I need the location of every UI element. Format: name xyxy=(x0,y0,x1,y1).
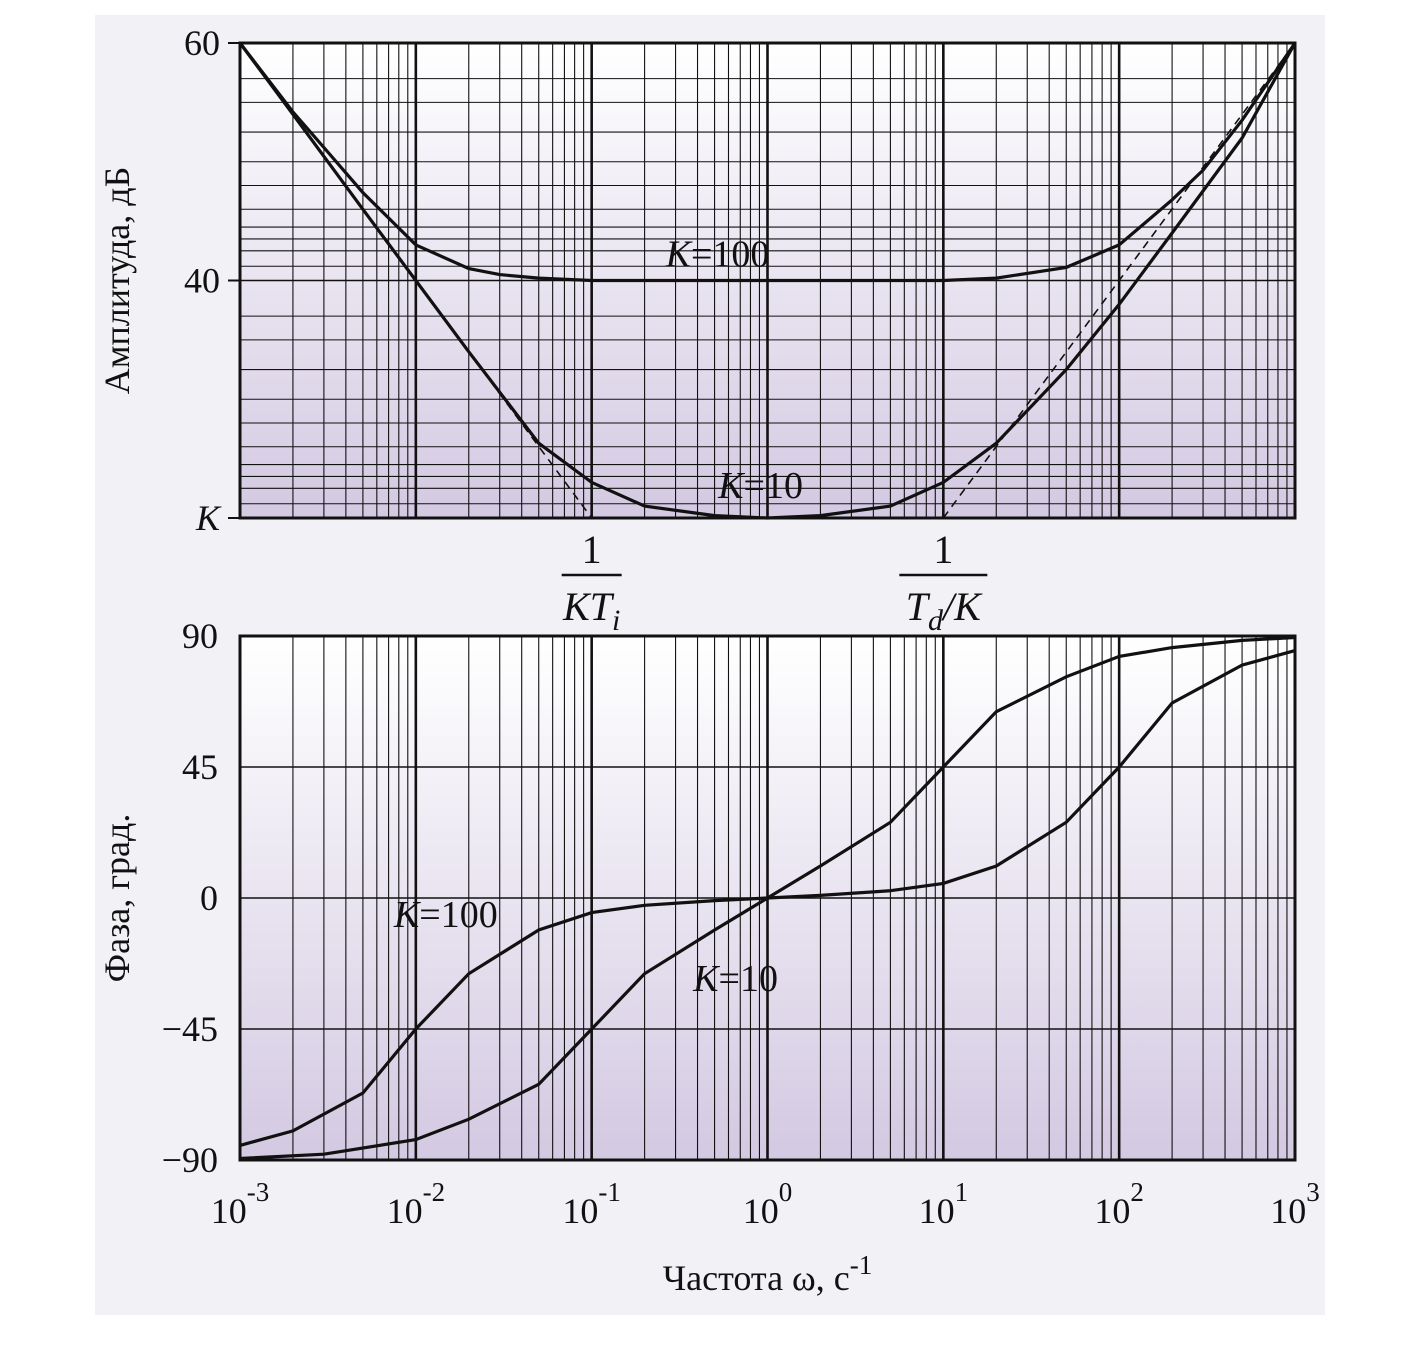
series-line-k-10 xyxy=(238,42,1297,520)
x-tick-label: 103 xyxy=(1270,1177,1320,1231)
y-tick-label: 60 xyxy=(184,23,220,63)
figure: K 40 60 Амплитуда, дБ 1 KTi 1 Td/K K=100 K=10 −90−… xyxy=(95,15,1325,1315)
phase-panel xyxy=(238,634,1297,1162)
curve-label-k100-phase: K=100 xyxy=(393,894,498,936)
series-line-k-100 xyxy=(238,42,1297,283)
x-tick-label: 10-2 xyxy=(387,1177,446,1231)
curve-label-k10-phase: K=10 xyxy=(692,958,778,1000)
curve-label-k10-amp: K=10 xyxy=(717,465,803,507)
amplitude-panel xyxy=(238,41,1297,520)
marker-denominator: Td/K xyxy=(906,584,983,637)
curve-label-k100-amp: K=100 xyxy=(665,234,770,276)
plot-frame xyxy=(238,634,1297,1162)
marker-numerator: 1 xyxy=(582,527,602,572)
x-tick-label: 10-1 xyxy=(562,1177,620,1231)
x-tick-label: 101 xyxy=(919,1177,969,1231)
marker-numerator: 1 xyxy=(933,527,953,572)
y-tick-label: 40 xyxy=(184,261,220,301)
series-line-k-10 xyxy=(239,635,1296,1161)
y-tick-label: 90 xyxy=(182,616,218,656)
y-tick-label: 45 xyxy=(182,747,218,787)
y-tick-label: K xyxy=(195,498,222,538)
x-tick-label: 10-3 xyxy=(211,1177,270,1231)
y-tick-label: 0 xyxy=(200,878,218,918)
x-axis-label: Частота ω, с-1 xyxy=(663,1250,872,1298)
marker-denominator: KTi xyxy=(562,584,620,637)
y-axis-label-phase: Фаза, град. xyxy=(97,814,137,983)
y-tick-label: −45 xyxy=(162,1009,218,1049)
x-tick-label: 102 xyxy=(1094,1177,1144,1231)
x-tick-label: 100 xyxy=(743,1177,793,1231)
y-tick-label: −90 xyxy=(162,1140,218,1180)
y-axis-label-amplitude: Амплитуда, дБ xyxy=(97,167,137,395)
